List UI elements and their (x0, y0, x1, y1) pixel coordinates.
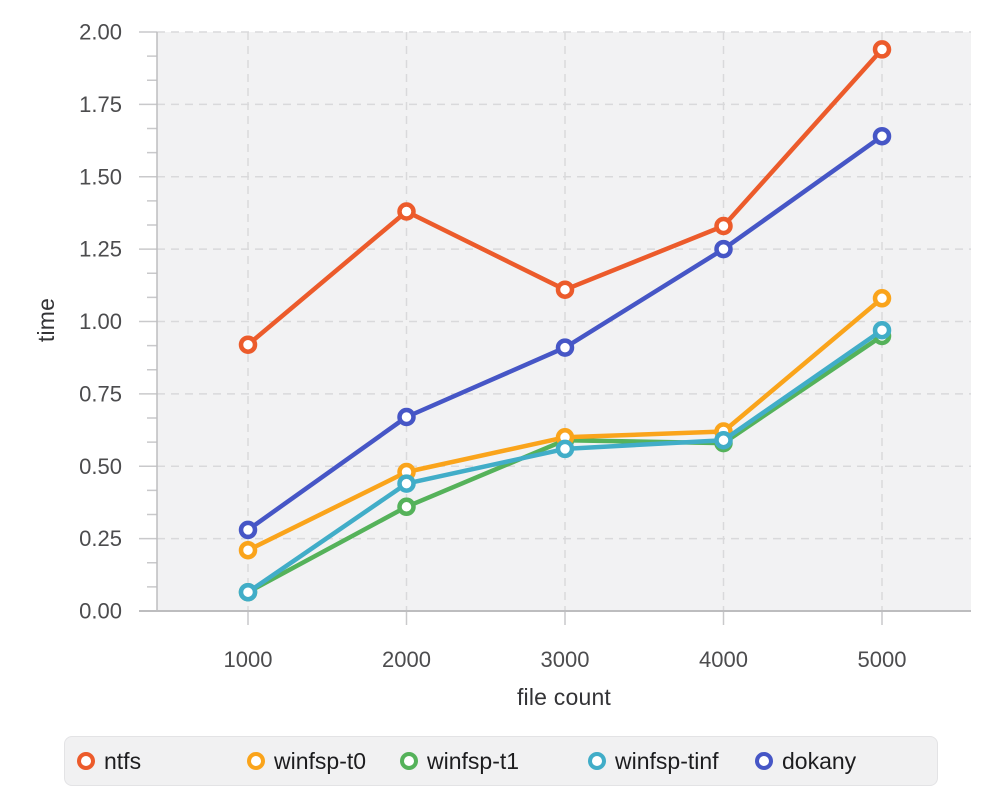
legend-item-dokany[interactable]: dokany (755, 737, 856, 785)
legend-label-winfsp-tinf: winfsp-tinf (615, 747, 719, 774)
svg-text:1000: 1000 (224, 647, 273, 672)
svg-text:0.00: 0.00 (79, 599, 122, 624)
svg-text:3000: 3000 (541, 647, 590, 672)
series-winfsp-tinf (238, 320, 892, 602)
svg-text:2.00: 2.00 (79, 20, 122, 45)
winfsp-tinf-marker-icon (588, 752, 606, 770)
svg-text:5000: 5000 (858, 647, 907, 672)
legend-item-winfsp-tinf[interactable]: winfsp-tinf (588, 737, 719, 785)
dokany-marker-icon (755, 752, 773, 770)
svg-text:1.50: 1.50 (79, 164, 122, 189)
svg-text:4000: 4000 (699, 647, 748, 672)
legend-label-winfsp-t1: winfsp-t1 (427, 747, 520, 774)
svg-text:1.75: 1.75 (79, 92, 122, 117)
ntfs-marker-icon (77, 752, 95, 770)
svg-text:1.25: 1.25 (79, 237, 122, 262)
legend-label-dokany: dokany (782, 747, 857, 774)
y-axis-title: time (33, 297, 59, 343)
legend: ntfs winfsp-t0 winfsp-t1 winfsp-tinf dok… (64, 736, 938, 786)
legend-label-ntfs: ntfs (104, 747, 142, 774)
svg-text:0.50: 0.50 (79, 454, 122, 479)
series-ntfs (238, 40, 892, 354)
svg-text:1.00: 1.00 (79, 309, 122, 334)
svg-text:0.25: 0.25 (79, 526, 122, 551)
svg-text:2000: 2000 (382, 647, 431, 672)
x-axis-title: file count (516, 684, 612, 710)
winfsp-t0-marker-icon (247, 752, 265, 770)
svg-text:0.75: 0.75 (79, 381, 122, 406)
chart-canvas: 0.00 0.25 0.50 0.75 1.00 1.25 1.50 1.75 2.00 1000… (79, 20, 971, 673)
series-dokany (238, 126, 892, 540)
legend-item-winfsp-t1[interactable]: winfsp-t1 (400, 737, 519, 785)
axis-ticks (139, 31, 883, 625)
legend-item-ntfs[interactable]: ntfs (77, 737, 141, 785)
tick-labels: 0.00 0.25 0.50 0.75 1.00 1.25 1.50 1.75 2.00 1000… (79, 20, 906, 673)
legend-item-winfsp-t0[interactable]: winfsp-t0 (247, 737, 366, 785)
legend-label-winfsp-t0: winfsp-t0 (274, 747, 367, 774)
winfsp-t1-marker-icon (400, 752, 418, 770)
